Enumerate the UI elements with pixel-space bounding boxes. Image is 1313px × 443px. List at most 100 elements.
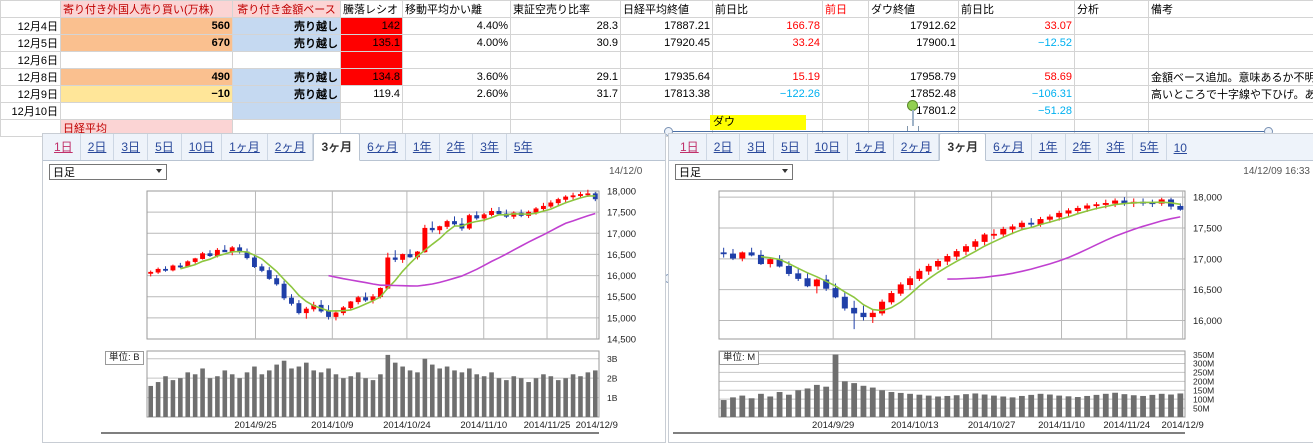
header-nikkei-close[interactable]: 日経平均終値: [621, 1, 713, 18]
cell-remarks[interactable]: [1149, 35, 1313, 52]
row-date[interactable]: 12月8日: [1, 69, 61, 86]
cell-amount-base[interactable]: 売り越し: [233, 86, 341, 103]
tab-5y[interactable]: 5年: [1133, 134, 1167, 160]
row-date[interactable]: 12月4日: [1, 18, 61, 35]
cell-foreign[interactable]: 670: [61, 35, 233, 52]
cell-analysis[interactable]: [1075, 18, 1149, 35]
tab-1y[interactable]: 1年: [406, 134, 440, 160]
tab-2y[interactable]: 2年: [1066, 134, 1100, 160]
cell-ratio[interactable]: 134.8: [341, 69, 403, 86]
cell-ma-div[interactable]: [403, 52, 511, 69]
spreadsheet-grid[interactable]: 寄り付き外国人売り買い(万株) 寄り付き金額ベース 騰落レシオ 移動平均かい離 …: [0, 0, 1313, 133]
cell-dow-close[interactable]: [869, 52, 959, 69]
cell-prev-day[interactable]: [823, 69, 869, 86]
tab-1m[interactable]: 1ヶ月: [848, 134, 894, 160]
footer-dow-label[interactable]: ダウ: [710, 115, 806, 130]
cell-remarks[interactable]: [1149, 52, 1313, 69]
header-prev-day[interactable]: 前日: [823, 1, 869, 18]
cell-foreign[interactable]: [61, 52, 233, 69]
cell-amount-base[interactable]: 売り越し: [233, 69, 341, 86]
header-prev-diff-dow[interactable]: 前日比: [959, 1, 1075, 18]
tab-2m[interactable]: 2ヶ月: [894, 134, 940, 160]
tab-2d[interactable]: 2日: [81, 134, 115, 160]
header-ma-div[interactable]: 移動平均かい離: [403, 1, 511, 18]
tab-10d[interactable]: 10日: [808, 134, 848, 160]
cell-foreign[interactable]: 560: [61, 18, 233, 35]
corner-cell[interactable]: [1, 1, 61, 18]
cell-prev-diff-dow[interactable]: −106.31: [959, 86, 1075, 103]
tab-10y[interactable]: 10: [1167, 137, 1194, 160]
cell-nikkei-close[interactable]: [621, 103, 713, 120]
header-remarks[interactable]: 備考: [1149, 1, 1313, 18]
header-short-ratio[interactable]: 東証空売り比率: [511, 1, 621, 18]
cell-prev-diff-dow[interactable]: −12.52: [959, 35, 1075, 52]
header-prev-diff-nikkei[interactable]: 前日比: [713, 1, 823, 18]
tab-2y[interactable]: 2年: [440, 134, 474, 160]
cell-ma-div[interactable]: 4.40%: [403, 18, 511, 35]
cell-ratio[interactable]: [341, 103, 403, 120]
cell-prev-day[interactable]: [823, 103, 869, 120]
cell-ma-div[interactable]: 3.60%: [403, 69, 511, 86]
row-date[interactable]: 12月10日: [1, 103, 61, 120]
tab-6m[interactable]: 6ヶ月: [986, 134, 1032, 160]
tab-1d[interactable]: 1日: [47, 134, 81, 160]
period-tabbar-left[interactable]: 1日 2日 3日 5日 10日 1ヶ月 2ヶ月 3ヶ月 6ヶ月 1年 2年 3年…: [43, 134, 665, 161]
cell-short-ratio[interactable]: 29.1: [511, 69, 621, 86]
cell-nikkei-close[interactable]: 17920.45: [621, 35, 713, 52]
cell-short-ratio[interactable]: 31.7: [511, 86, 621, 103]
tab-3y[interactable]: 3年: [1099, 134, 1133, 160]
header-analysis[interactable]: 分析: [1075, 1, 1149, 18]
tab-3y[interactable]: 3年: [473, 134, 507, 160]
dow-chart-panel[interactable]: 1日 2日 3日 5日 10日 1ヶ月 2ヶ月 3ヶ月 6ヶ月 1年 2年 3年…: [668, 133, 1313, 443]
tab-1d[interactable]: 1日: [673, 134, 707, 160]
tab-5y[interactable]: 5年: [507, 134, 540, 160]
cell-remarks[interactable]: [1149, 18, 1313, 35]
cell-prev-diff-nikkei[interactable]: [713, 52, 823, 69]
tab-2d[interactable]: 2日: [707, 134, 741, 160]
cell-ratio[interactable]: 135.1: [341, 35, 403, 52]
cell-amount-base[interactable]: [233, 103, 341, 120]
cell-prev-day[interactable]: [823, 52, 869, 69]
tab-1m[interactable]: 1ヶ月: [222, 134, 268, 160]
tab-3d[interactable]: 3日: [114, 134, 148, 160]
header-ratio[interactable]: 騰落レシオ: [341, 1, 403, 18]
cell-short-ratio[interactable]: 30.9: [511, 35, 621, 52]
header-dow-close[interactable]: ダウ終値: [869, 1, 959, 18]
tab-10d[interactable]: 10日: [182, 134, 222, 160]
row-date[interactable]: 12月5日: [1, 35, 61, 52]
cell-amount-base[interactable]: 売り越し: [233, 35, 341, 52]
cell-ratio[interactable]: 142: [341, 18, 403, 35]
cell-ratio[interactable]: 119.4: [341, 86, 403, 103]
interval-select-right[interactable]: 日足: [675, 164, 793, 180]
cell-remarks[interactable]: [1149, 103, 1313, 120]
cell-prev-diff-dow[interactable]: −51.28: [959, 103, 1075, 120]
cell-ma-div[interactable]: 4.00%: [403, 35, 511, 52]
tab-5d[interactable]: 5日: [148, 134, 182, 160]
row-date[interactable]: 12月9日: [1, 86, 61, 103]
cell-prev-day[interactable]: [823, 35, 869, 52]
row-date[interactable]: 12月6日: [1, 52, 61, 69]
cell-analysis[interactable]: [1075, 69, 1149, 86]
cell-analysis[interactable]: [1075, 103, 1149, 120]
cell-nikkei-close[interactable]: [621, 52, 713, 69]
cell-prev-diff-nikkei[interactable]: 15.19: [713, 69, 823, 86]
cell-prev-day[interactable]: [823, 18, 869, 35]
cell-prev-diff-dow[interactable]: 58.69: [959, 69, 1075, 86]
cell-short-ratio[interactable]: [511, 103, 621, 120]
tab-3m[interactable]: 3ヶ月: [939, 133, 986, 161]
cell-dow-close[interactable]: 17912.62: [869, 18, 959, 35]
cell-nikkei-close[interactable]: 17813.38: [621, 86, 713, 103]
cell-dow-close[interactable]: 17900.1: [869, 35, 959, 52]
cell-prev-diff-nikkei[interactable]: −122.26: [713, 86, 823, 103]
cell-dow-close[interactable]: 17958.79: [869, 69, 959, 86]
cell-prev-diff-nikkei[interactable]: 33.24: [713, 35, 823, 52]
interval-select-left[interactable]: 日足: [49, 164, 167, 180]
cell-prev-diff-nikkei[interactable]: 166.78: [713, 18, 823, 35]
cell-amount-base[interactable]: 売り越し: [233, 18, 341, 35]
cell-remarks[interactable]: 金額ベース追加。意味あるか不明: [1149, 69, 1313, 86]
cell-foreign[interactable]: −10: [61, 86, 233, 103]
tab-6m[interactable]: 6ヶ月: [360, 134, 406, 160]
cell-prev-diff-dow[interactable]: [959, 52, 1075, 69]
cell-analysis[interactable]: [1075, 86, 1149, 103]
nikkei-chart-panel[interactable]: 1日 2日 3日 5日 10日 1ヶ月 2ヶ月 3ヶ月 6ヶ月 1年 2年 3年…: [42, 133, 666, 443]
